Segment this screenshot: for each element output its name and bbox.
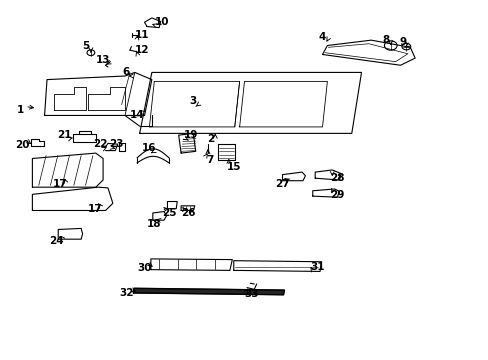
- Text: 29: 29: [329, 190, 344, 200]
- Text: 22: 22: [93, 139, 108, 149]
- Text: 32: 32: [119, 288, 134, 298]
- Text: 31: 31: [310, 262, 324, 272]
- Polygon shape: [133, 288, 284, 295]
- Text: 33: 33: [244, 289, 259, 299]
- Text: 5: 5: [82, 41, 89, 50]
- Text: 30: 30: [137, 263, 151, 273]
- Text: 11: 11: [135, 30, 149, 40]
- Text: 3: 3: [189, 96, 197, 106]
- Text: 13: 13: [96, 55, 110, 65]
- Text: 27: 27: [275, 179, 289, 189]
- Text: 2: 2: [206, 134, 214, 144]
- Text: 17: 17: [53, 179, 67, 189]
- Text: 20: 20: [15, 140, 30, 150]
- Text: 28: 28: [329, 173, 344, 183]
- Text: 19: 19: [183, 130, 198, 140]
- Text: 6: 6: [122, 67, 129, 77]
- Text: 25: 25: [162, 208, 176, 218]
- Text: 24: 24: [49, 236, 64, 246]
- Text: 4: 4: [318, 32, 325, 41]
- Text: 8: 8: [382, 35, 389, 45]
- Text: 17: 17: [88, 204, 102, 215]
- Text: 1: 1: [17, 105, 24, 115]
- Text: 10: 10: [154, 17, 168, 27]
- Text: 18: 18: [147, 219, 161, 229]
- Text: 14: 14: [130, 111, 144, 121]
- Text: 21: 21: [57, 130, 71, 140]
- Text: 23: 23: [109, 139, 124, 149]
- Text: 16: 16: [142, 143, 156, 153]
- Text: 9: 9: [399, 37, 406, 47]
- Text: 15: 15: [226, 162, 241, 172]
- Text: 12: 12: [135, 45, 149, 55]
- Text: 7: 7: [206, 155, 214, 165]
- Text: 26: 26: [181, 208, 195, 218]
